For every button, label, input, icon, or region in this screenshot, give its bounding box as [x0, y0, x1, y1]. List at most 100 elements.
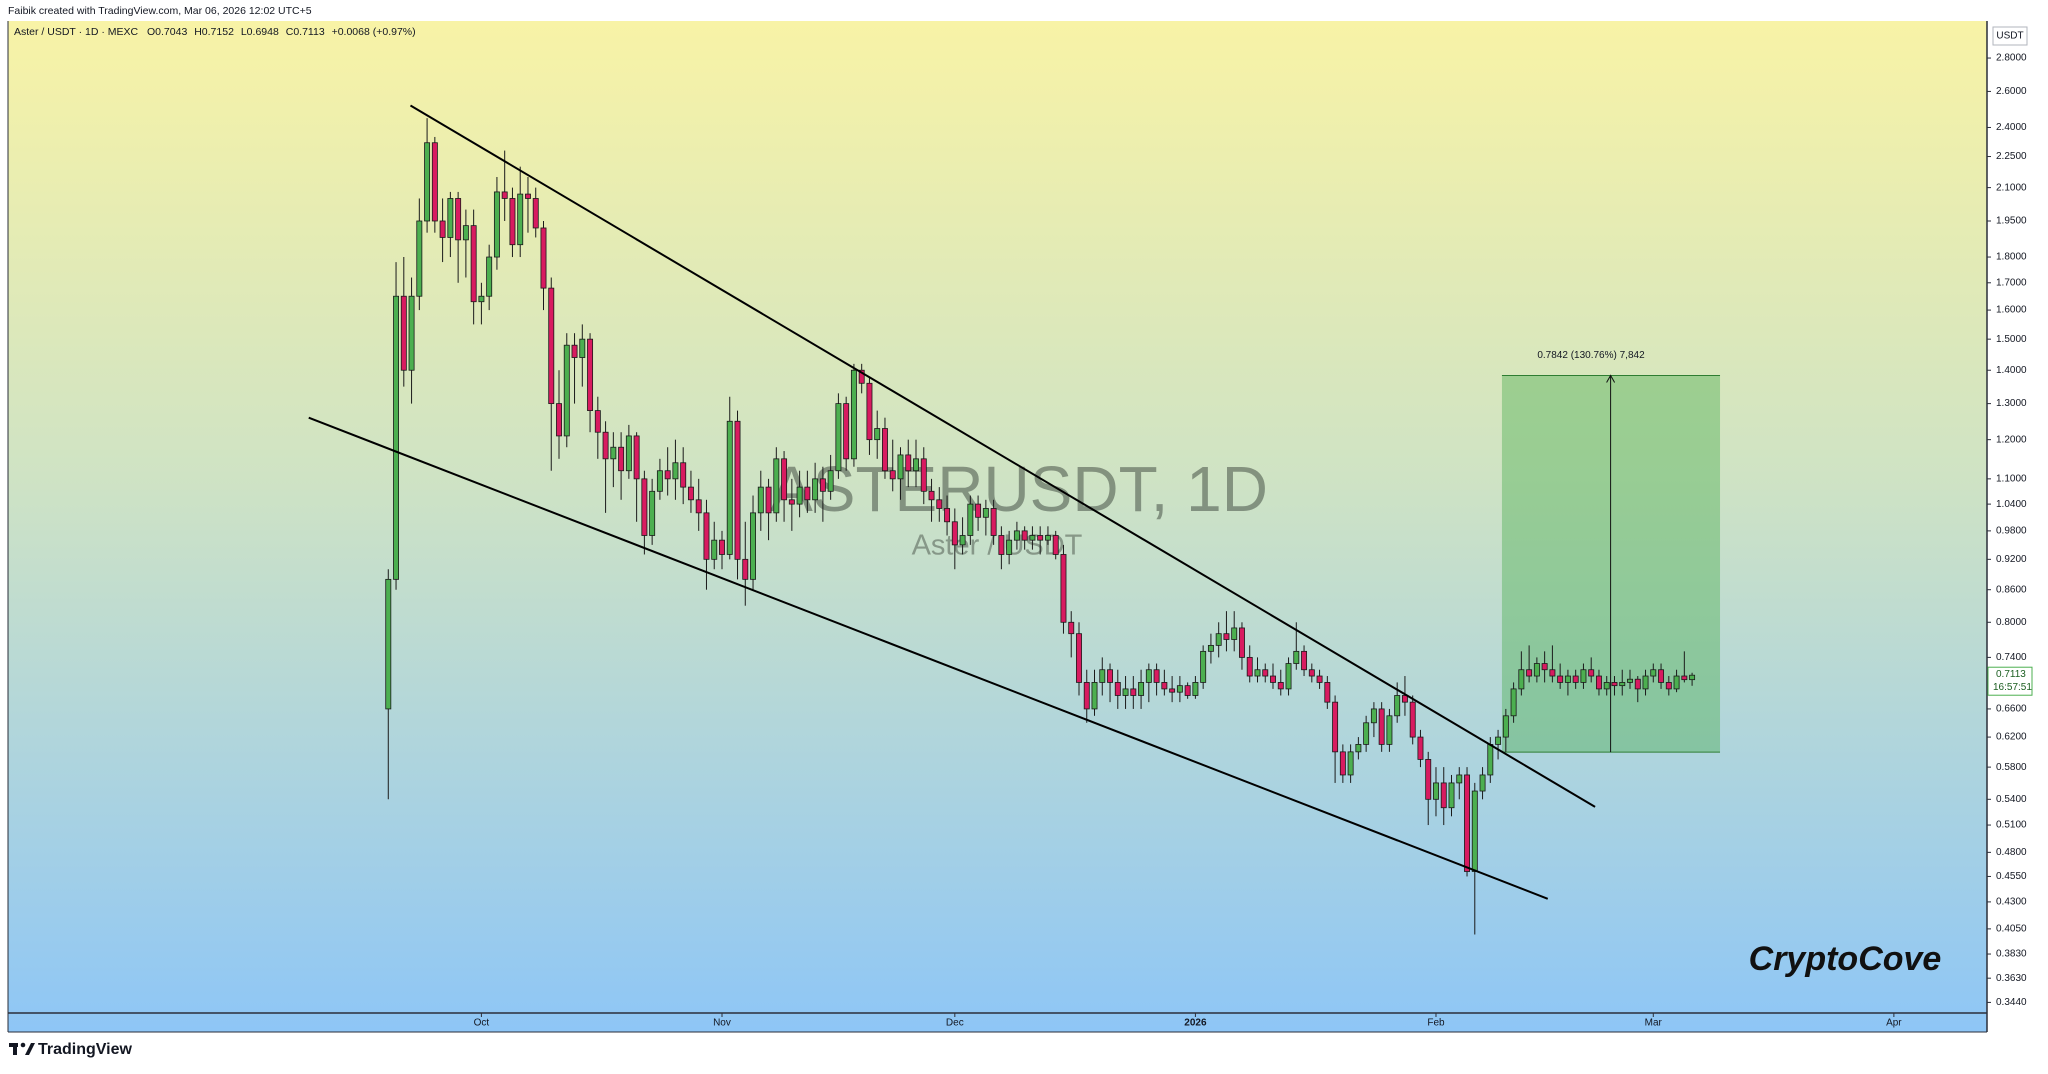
candle-body — [517, 193, 524, 246]
candle-body — [618, 446, 625, 472]
candle-body — [1192, 682, 1199, 696]
candle-body — [1355, 744, 1362, 753]
candle-body — [742, 558, 749, 580]
candle-body — [1394, 695, 1401, 717]
candle-body — [703, 512, 710, 560]
candle-body — [1619, 682, 1626, 687]
candle-body — [478, 295, 485, 303]
candle-body — [1417, 736, 1424, 760]
candle-body — [1161, 682, 1168, 690]
candle-body — [990, 508, 997, 536]
candle-body — [687, 486, 694, 501]
measure-arrowhead — [1606, 374, 1616, 383]
legend-symbol: Aster / USDT · 1D · MEXC — [14, 26, 138, 38]
candle-body — [602, 431, 609, 460]
candle-body — [1285, 663, 1292, 690]
y-tick-label: 0.9800 — [1996, 526, 2027, 537]
y-tick-label: 1.5000 — [1996, 334, 2027, 345]
candle-body — [1456, 774, 1463, 784]
candle-body — [1044, 535, 1051, 541]
candle-body — [1332, 701, 1339, 753]
candle-body — [1541, 663, 1548, 671]
candle-body — [393, 295, 400, 580]
candle-body — [509, 198, 516, 246]
legend: Aster / USDT · 1D · MEXC O0.7043 H0.7152… — [14, 26, 416, 38]
candle-body — [796, 486, 803, 505]
candle-body — [882, 428, 888, 472]
candle-body — [525, 193, 531, 199]
candle-body — [788, 499, 795, 505]
candle-body — [1642, 675, 1649, 690]
candle-body — [1471, 790, 1478, 872]
candle-body — [1665, 682, 1672, 690]
countdown: 16:57:51 — [1993, 682, 2032, 693]
candle-body — [1060, 554, 1067, 623]
y-tick-label: 1.9500 — [1996, 216, 2027, 227]
candle-body — [1409, 701, 1416, 738]
measure-label: 0.7842 (130.76%) 7,842 — [1537, 350, 1645, 361]
candle-body — [1107, 669, 1113, 683]
candle-body — [959, 535, 966, 546]
candle-body — [1239, 627, 1245, 658]
candle-body — [1588, 669, 1595, 677]
candle-body — [1207, 644, 1214, 652]
candle-body — [1549, 669, 1556, 677]
candle-body — [1386, 715, 1393, 745]
candle-body — [400, 295, 407, 371]
logo: TradingView — [9, 1041, 133, 1058]
y-tick-label: 0.3630 — [1996, 973, 2027, 984]
candle-body — [1037, 535, 1044, 541]
y-tick-label: 1.2000 — [1996, 434, 2027, 445]
pane-background — [8, 21, 1987, 1032]
legend-low: L0.6948 — [241, 26, 279, 38]
candle-body — [1308, 669, 1315, 677]
candle-body — [680, 462, 687, 488]
candle-body — [1401, 695, 1408, 703]
y-tick-label: 1.0400 — [1996, 499, 2027, 510]
y-tick-label: 2.6000 — [1996, 86, 2027, 97]
candle-body — [408, 295, 415, 371]
candle-body — [1533, 663, 1540, 677]
candle-body — [1254, 669, 1261, 677]
candle-body — [556, 403, 562, 437]
legend-open: O0.7043 — [147, 26, 187, 38]
candle-body — [773, 458, 780, 514]
candle-body — [765, 486, 772, 514]
candle-body — [1595, 675, 1602, 690]
candle-body — [1681, 675, 1688, 681]
y-tick-label: 0.5400 — [1996, 794, 2027, 805]
candle-body — [385, 578, 392, 710]
candle-body — [951, 521, 958, 546]
candle-body — [1223, 633, 1230, 640]
y-tick-label: 0.3830 — [1996, 949, 2027, 960]
candle-body — [936, 499, 943, 509]
candle-body — [1099, 669, 1106, 683]
candle-body — [819, 478, 826, 492]
candle-body — [913, 458, 919, 472]
candle-body — [649, 490, 656, 536]
price-label: 0.7113 — [1996, 669, 2026, 680]
candle-body — [610, 446, 617, 460]
candle-body — [672, 462, 679, 480]
y-tick-label: 0.4800 — [1996, 847, 2027, 858]
candle-body — [1277, 682, 1284, 690]
candle-body — [540, 227, 547, 289]
candle-body — [664, 470, 671, 480]
y-tick-label: 0.8600 — [1996, 584, 2027, 595]
candle-body — [850, 369, 857, 460]
candle-body — [625, 435, 632, 472]
candle-body — [1518, 669, 1525, 690]
candle-body — [726, 420, 733, 555]
candle-body — [501, 191, 508, 199]
candle-body — [1114, 682, 1121, 696]
candle-body — [1487, 744, 1494, 776]
x-tick-label: Apr — [1886, 1018, 1902, 1029]
candle-body — [1029, 535, 1036, 541]
y-tick-label: 1.4000 — [1996, 365, 2027, 376]
y-tick-label: 0.4050 — [1996, 924, 2027, 935]
candle-body — [1440, 782, 1447, 809]
candle-body — [1076, 633, 1082, 683]
candle-body — [548, 287, 555, 405]
candle-body — [928, 490, 935, 501]
